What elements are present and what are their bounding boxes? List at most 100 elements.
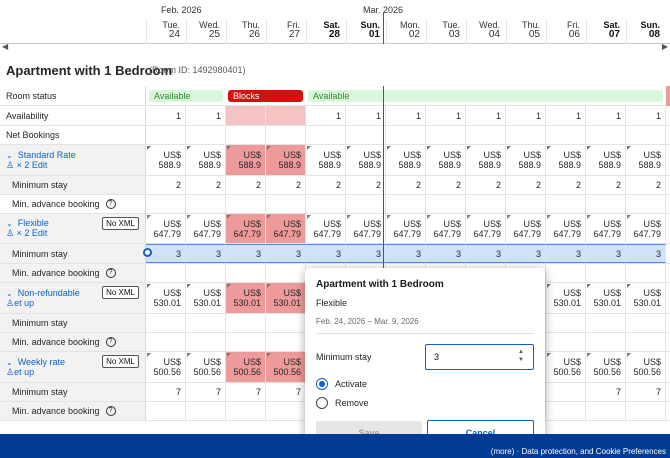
chevron-down-icon[interactable]: ⌄ xyxy=(6,150,13,160)
price-cell[interactable]: US$500.56 xyxy=(586,352,626,382)
min-stay-cell[interactable]: 2 xyxy=(306,176,346,194)
empty-cell[interactable] xyxy=(266,333,306,351)
price-cell[interactable]: US$ 588.9 xyxy=(146,145,186,175)
price-cell[interactable]: US$ 647.79 xyxy=(506,214,546,243)
availability-cell[interactable]: 1 xyxy=(186,106,226,125)
price-cell[interactable]: US$ 588.9 xyxy=(586,145,626,175)
price-cell[interactable]: US$ 588.9 xyxy=(426,145,466,175)
rate-name-weekly[interactable]: Weekly rate xyxy=(17,356,66,367)
min-stay-input[interactable] xyxy=(425,344,534,370)
min-stay-cell[interactable]: 3 xyxy=(186,244,226,263)
empty-cell[interactable] xyxy=(386,195,426,213)
availability-cell[interactable]: 1 xyxy=(306,106,346,125)
availability-cell[interactable]: 1 xyxy=(506,106,546,125)
price-cell[interactable]: US$530.01 xyxy=(586,283,626,313)
empty-cell[interactable] xyxy=(146,126,186,144)
min-stay-cell[interactable] xyxy=(586,314,626,332)
min-stay-cell[interactable] xyxy=(626,314,666,332)
empty-cell[interactable] xyxy=(146,264,186,282)
min-stay-cell[interactable]: 3 xyxy=(506,244,546,263)
min-stay-cell[interactable]: 2 xyxy=(546,176,586,194)
empty-cell[interactable] xyxy=(466,195,506,213)
price-cell[interactable]: US$530.01 xyxy=(186,283,226,313)
price-cell[interactable]: US$500.56 xyxy=(226,352,266,382)
empty-cell[interactable] xyxy=(306,195,346,213)
price-cell[interactable]: US$ 588.9 xyxy=(626,145,666,175)
min-stay-cell[interactable]: 2 xyxy=(346,176,386,194)
min-stay-cell[interactable]: 3 xyxy=(586,244,626,263)
min-stay-cell[interactable] xyxy=(506,383,546,401)
min-stay-cell[interactable]: 2 xyxy=(146,176,186,194)
chevron-down-icon[interactable]: ⌄ xyxy=(6,219,13,228)
empty-cell[interactable] xyxy=(586,195,626,213)
min-stay-cell[interactable]: 7 xyxy=(186,383,226,401)
rate-edit-standard[interactable]: × 2 Edit xyxy=(16,159,48,170)
empty-cell[interactable] xyxy=(586,333,626,351)
price-cell[interactable]: US$ 588.9 xyxy=(186,145,226,175)
min-stay-cell[interactable]: 3 xyxy=(266,244,306,263)
price-cell[interactable]: US$ 647.79 xyxy=(346,214,386,243)
rate-name-standard[interactable]: Standard Rate xyxy=(17,149,76,160)
min-stay-cell[interactable]: 3 xyxy=(226,244,266,263)
chevron-down-icon[interactable]: ⌄ xyxy=(6,288,13,298)
status-available-bar-2[interactable]: Available xyxy=(308,90,663,102)
empty-cell[interactable] xyxy=(506,126,546,144)
empty-cell[interactable] xyxy=(186,126,226,144)
empty-cell[interactable] xyxy=(506,195,546,213)
price-cell[interactable]: US$ 647.79 xyxy=(306,214,346,243)
price-cell[interactable]: US$ 647.79 xyxy=(546,214,586,243)
price-cell[interactable]: US$530.01 xyxy=(226,283,266,313)
min-stay-cell[interactable]: 7 xyxy=(146,383,186,401)
empty-cell[interactable] xyxy=(226,126,266,144)
price-cell[interactable]: US$ 647.79 xyxy=(226,214,266,243)
availability-cell[interactable] xyxy=(226,106,266,125)
empty-cell[interactable] xyxy=(146,402,186,420)
empty-cell[interactable] xyxy=(146,195,186,213)
min-stay-cell[interactable]: 2 xyxy=(466,176,506,194)
price-cell[interactable]: US$530.01 xyxy=(626,283,666,313)
rate-setup-weekly[interactable]: et up xyxy=(14,366,35,377)
empty-cell[interactable] xyxy=(506,333,546,351)
status-blocks-bar[interactable]: Blocks xyxy=(228,90,303,102)
empty-cell[interactable] xyxy=(546,126,586,144)
empty-cell[interactable] xyxy=(146,333,186,351)
empty-cell[interactable] xyxy=(506,402,546,420)
footer-links[interactable]: (more) · Data protection, and Cookie Pre… xyxy=(490,447,666,456)
min-stay-cell[interactable]: 2 xyxy=(186,176,226,194)
chevron-down-icon[interactable]: ⌄ xyxy=(6,357,13,367)
availability-cell[interactable]: 1 xyxy=(386,106,426,125)
availability-cell[interactable]: 1 xyxy=(426,106,466,125)
remove-radio[interactable] xyxy=(316,397,328,409)
availability-cell[interactable]: 1 xyxy=(546,106,586,125)
price-cell[interactable]: US$ 647.79 xyxy=(586,214,626,243)
min-stay-cell[interactable]: 2 xyxy=(506,176,546,194)
empty-cell[interactable] xyxy=(586,126,626,144)
scroll-right-icon[interactable]: ▶ xyxy=(661,42,668,51)
rate-name-nonrefundable[interactable]: Non-refundable xyxy=(17,287,80,298)
availability-cell[interactable]: 1 xyxy=(586,106,626,125)
price-cell[interactable]: US$ 588.9 xyxy=(346,145,386,175)
price-cell[interactable]: US$500.56 xyxy=(546,352,586,382)
empty-cell[interactable] xyxy=(626,126,666,144)
min-stay-cell[interactable]: 2 xyxy=(386,176,426,194)
empty-cell[interactable] xyxy=(426,195,466,213)
empty-cell[interactable] xyxy=(546,333,586,351)
availability-cell[interactable]: 1 xyxy=(346,106,386,125)
min-stay-cell[interactable]: 2 xyxy=(266,176,306,194)
min-stay-cell[interactable]: 3 xyxy=(626,244,666,263)
min-stay-cell[interactable]: 7 xyxy=(626,383,666,401)
price-cell[interactable]: US$ 647.79 xyxy=(266,214,306,243)
min-stay-cell[interactable]: 2 xyxy=(586,176,626,194)
activate-radio[interactable] xyxy=(316,378,328,390)
price-cell[interactable]: US$ 588.9 xyxy=(466,145,506,175)
empty-cell[interactable] xyxy=(226,333,266,351)
price-cell[interactable]: US$500.56 xyxy=(266,352,306,382)
min-stay-cell[interactable]: 7 xyxy=(226,383,266,401)
price-cell[interactable]: US$ 647.79 xyxy=(466,214,506,243)
price-cell[interactable]: US$ 588.9 xyxy=(226,145,266,175)
min-stay-cell[interactable]: 3 xyxy=(466,244,506,263)
min-stay-cell[interactable]: 3 xyxy=(386,244,426,263)
empty-cell[interactable] xyxy=(226,264,266,282)
empty-cell[interactable] xyxy=(626,264,666,282)
min-stay-cell[interactable]: 3 xyxy=(426,244,466,263)
